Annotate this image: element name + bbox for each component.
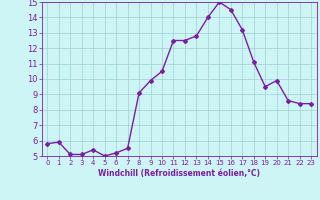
X-axis label: Windchill (Refroidissement éolien,°C): Windchill (Refroidissement éolien,°C) <box>98 169 260 178</box>
